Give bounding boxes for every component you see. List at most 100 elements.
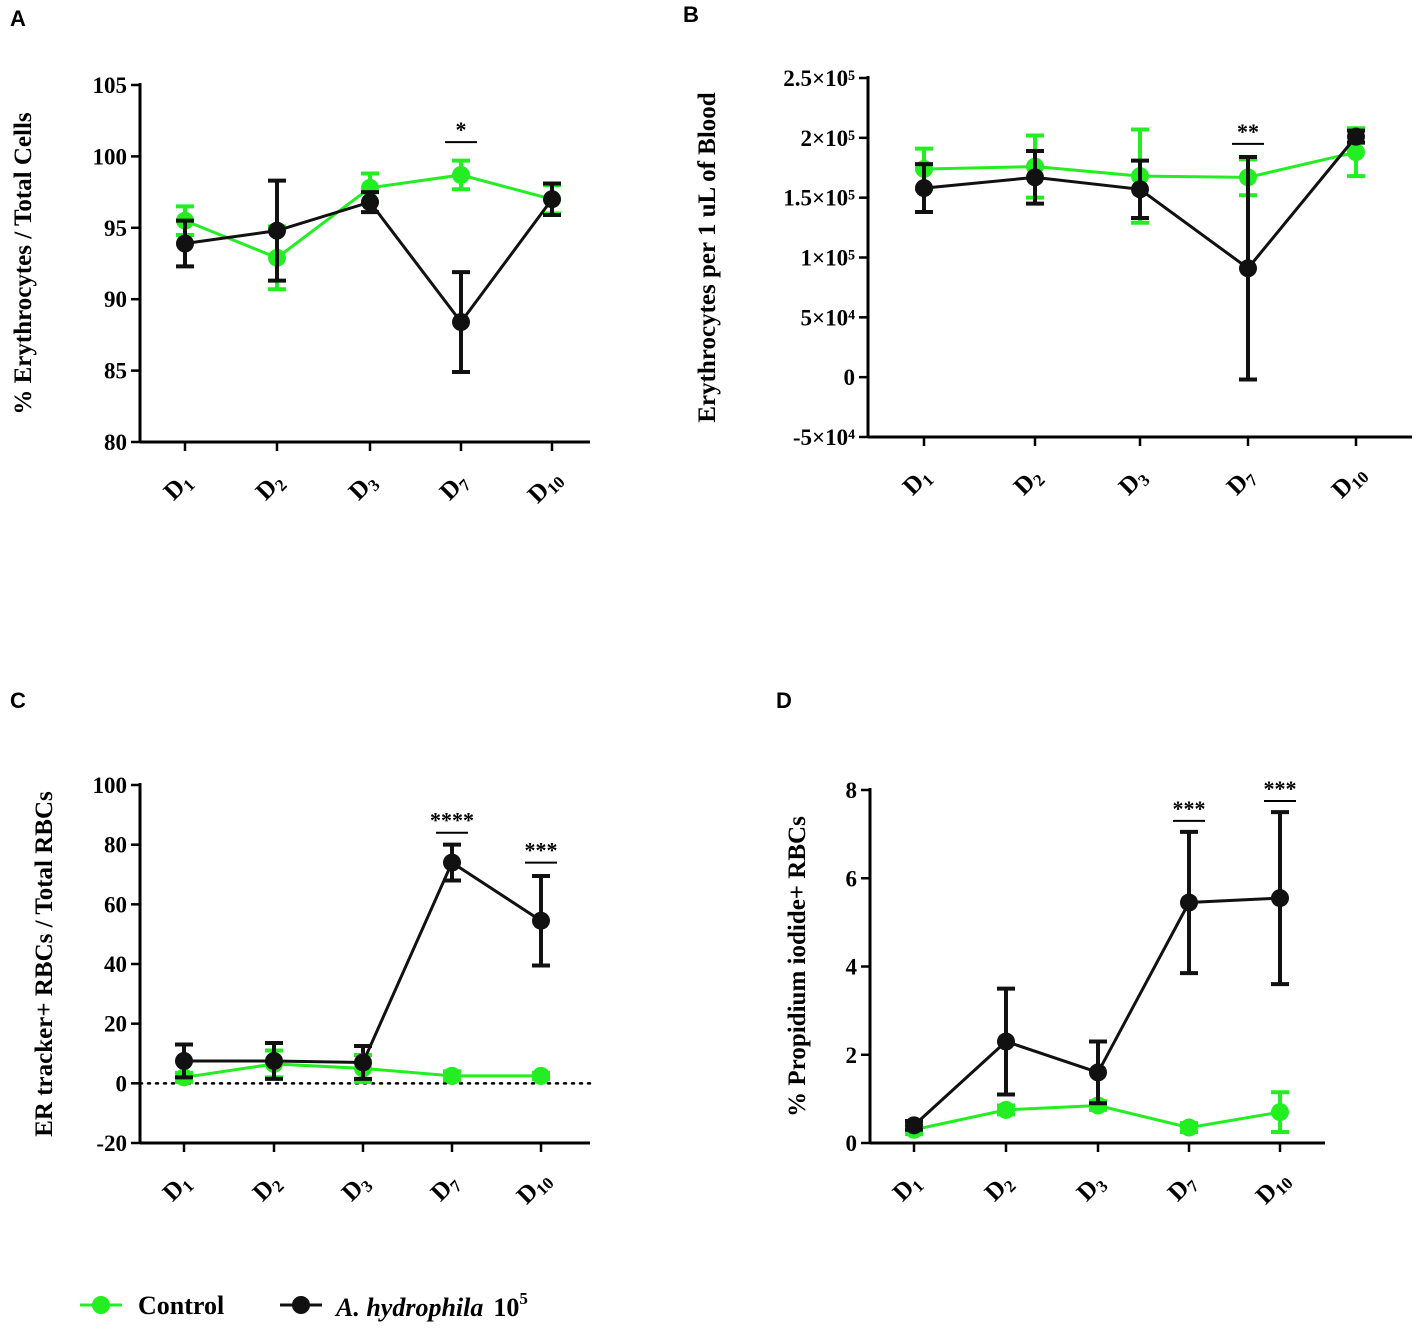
panel-d-control-point xyxy=(1089,1096,1107,1115)
panel-b-control-point xyxy=(1347,143,1365,162)
panel-b-y-tick-label: 5×10⁴ xyxy=(800,305,855,330)
panel-d-x-tick-label: D10 xyxy=(1251,1166,1297,1212)
panel-a-y-tick-label: 105 xyxy=(93,73,128,98)
panel-c-y-tick-label: 0 xyxy=(116,1071,128,1096)
panel-c-infected-point xyxy=(532,911,550,930)
panel-c-significance-stars: **** xyxy=(430,808,474,833)
panel-a-infected-series-line xyxy=(184,198,554,325)
panel-a-x-tick-label: D2 xyxy=(251,468,291,508)
panel-c-infected-point xyxy=(443,853,461,872)
panel-d-y-tick-label: 6 xyxy=(846,866,858,891)
panel-d-x-tick-label: D1 xyxy=(888,1169,928,1209)
panel-a-y-axis-label: % Erythrocytes / Total Cells xyxy=(10,112,37,415)
panel-c-y-tick-label: 60 xyxy=(104,892,127,917)
panel-b-infected-point xyxy=(915,179,933,198)
panel-d-infected-point xyxy=(1089,1063,1107,1082)
panel-a-x-tick-label: D3 xyxy=(344,468,384,508)
panel-c-x-tick-label: D1 xyxy=(158,1169,198,1209)
panel-b-infected-point xyxy=(1131,180,1149,199)
legend-control-label: Control xyxy=(138,1291,224,1320)
panel-b-x-tick-label: D3 xyxy=(1114,463,1154,503)
panel-c-significance-stars: *** xyxy=(525,838,558,863)
legend-infected-marker xyxy=(292,1296,310,1314)
panel-a-infected-point xyxy=(543,190,561,209)
panel-b-infected-point xyxy=(1347,127,1365,146)
panel-d-y-tick-label: 8 xyxy=(846,778,858,803)
panel-b-y-tick-label: 2.5×10⁵ xyxy=(783,66,855,91)
panel-b-infected-point xyxy=(1239,259,1257,278)
panel-c-x-tick-label: D2 xyxy=(248,1169,288,1209)
legend-infected-label: A. hydrophila 105 xyxy=(334,1289,528,1322)
panel-d: D 0 2 4 6 8 % Propidium iodide+ RBCs D1 D2 D3 D7 D1… xyxy=(776,688,1325,1212)
panel-a-letter: A xyxy=(10,6,26,31)
panel-a-x-tick-label: D7 xyxy=(435,467,475,507)
panel-c-control-point xyxy=(443,1066,461,1085)
panel-a-infected-point xyxy=(452,313,470,332)
panel-d-y-tick-label: 2 xyxy=(846,1043,858,1068)
panel-d-significance-stars: *** xyxy=(1264,776,1297,801)
panel-d-infected-point xyxy=(1271,889,1289,908)
panel-a-control-point xyxy=(452,165,470,184)
panel-b-y-tick-label: 1.5×10⁵ xyxy=(783,186,855,211)
panel-b-y-tick-label: -5×10⁴ xyxy=(793,425,855,450)
panel-a-x-tick-label: D1 xyxy=(159,468,199,508)
panel-d-infected-point xyxy=(1180,893,1198,912)
panel-d-y-tick-label: 0 xyxy=(846,1131,858,1156)
legend-control-marker xyxy=(92,1296,110,1314)
panel-a-y-tick-label: 80 xyxy=(104,430,127,455)
panel-b-significance-stars: ** xyxy=(1237,119,1259,144)
panel-c-y-tick-label: 80 xyxy=(104,833,127,858)
panel-c: C -20 0 20 40 60 80 100 ER tracker+ RBCs / Total… xyxy=(10,688,592,1212)
panel-d-y-axis-label: % Propidium iodide+ RBCs xyxy=(784,816,811,1117)
panel-b: B -5×10⁴ 0 5×10⁴ 1×10⁵ 1.5×10⁵ 2×10⁵ 2.5×10⁵ Ery… xyxy=(683,2,1412,506)
panel-b-letter: B xyxy=(683,2,699,27)
panel-c-infected-point xyxy=(265,1051,283,1070)
panel-d-x-tick-label: D2 xyxy=(980,1169,1020,1209)
panel-d-control-point xyxy=(1271,1103,1289,1122)
panel-a-y-tick-label: 95 xyxy=(104,216,127,241)
panel-c-y-axis-label: ER tracker+ RBCs / Total RBCs xyxy=(31,791,58,1137)
panel-a: A 80 85 90 95 100 105 % Erythrocytes / Total Ce… xyxy=(10,6,590,511)
legend: Control A. hydrophila 105 xyxy=(80,1289,528,1322)
panel-d-x-tick-label: D3 xyxy=(1072,1169,1112,1209)
panel-d-control-point xyxy=(997,1100,1015,1119)
panel-c-x-tick-label: D7 xyxy=(426,1168,466,1208)
panel-a-significance-stars: * xyxy=(456,117,467,142)
panel-a-x-tick-label: D10 xyxy=(523,465,569,511)
panel-d-infected-point xyxy=(997,1032,1015,1051)
panel-b-y-tick-label: 0 xyxy=(844,365,856,390)
panel-d-y-tick-label: 4 xyxy=(846,955,858,980)
panel-c-infected-point xyxy=(175,1051,193,1070)
panel-a-infected-point xyxy=(176,234,194,253)
panel-c-y-tick-label: -20 xyxy=(96,1131,127,1156)
panel-b-x-tick-label: D10 xyxy=(1327,460,1373,506)
panel-c-y-tick-label: 40 xyxy=(104,952,127,977)
panel-d-letter: D xyxy=(776,688,792,713)
panel-a-y-tick-label: 85 xyxy=(104,359,127,384)
panel-b-y-tick-label: 2×10⁵ xyxy=(800,126,855,151)
legend-infected-dose: 10 xyxy=(493,1293,519,1322)
panel-a-infected-point xyxy=(268,221,286,240)
panel-b-y-tick-label: 1×10⁵ xyxy=(800,246,855,271)
panel-a-y-tick-label: 100 xyxy=(93,144,128,169)
panel-c-x-tick-label: D10 xyxy=(512,1166,558,1212)
panel-d-infected-point xyxy=(905,1116,923,1135)
panel-b-y-axis-label: Erythrocytes per 1 uL of Blood xyxy=(694,92,721,422)
panel-c-control-point xyxy=(532,1066,550,1085)
panel-b-x-tick-label: D7 xyxy=(1222,462,1262,502)
panel-c-y-tick-label: 100 xyxy=(93,773,128,798)
panel-c-infected-series-line xyxy=(184,860,542,1064)
legend-infected-exponent: 5 xyxy=(519,1289,528,1308)
panel-b-x-tick-label: D2 xyxy=(1009,463,1049,503)
panel-d-control-point xyxy=(1180,1118,1198,1137)
panel-c-letter: C xyxy=(10,688,26,713)
panel-d-x-tick-label: D7 xyxy=(1163,1168,1203,1208)
panel-a-infected-point xyxy=(361,193,379,212)
panel-d-significance-stars: *** xyxy=(1173,796,1206,821)
panel-c-y-tick-label: 20 xyxy=(104,1012,127,1037)
panel-b-infected-point xyxy=(1026,168,1044,187)
legend-infected-species: A. hydrophila xyxy=(334,1293,483,1322)
panel-b-x-tick-label: D1 xyxy=(898,463,938,503)
panel-a-y-tick-label: 90 xyxy=(104,287,127,312)
